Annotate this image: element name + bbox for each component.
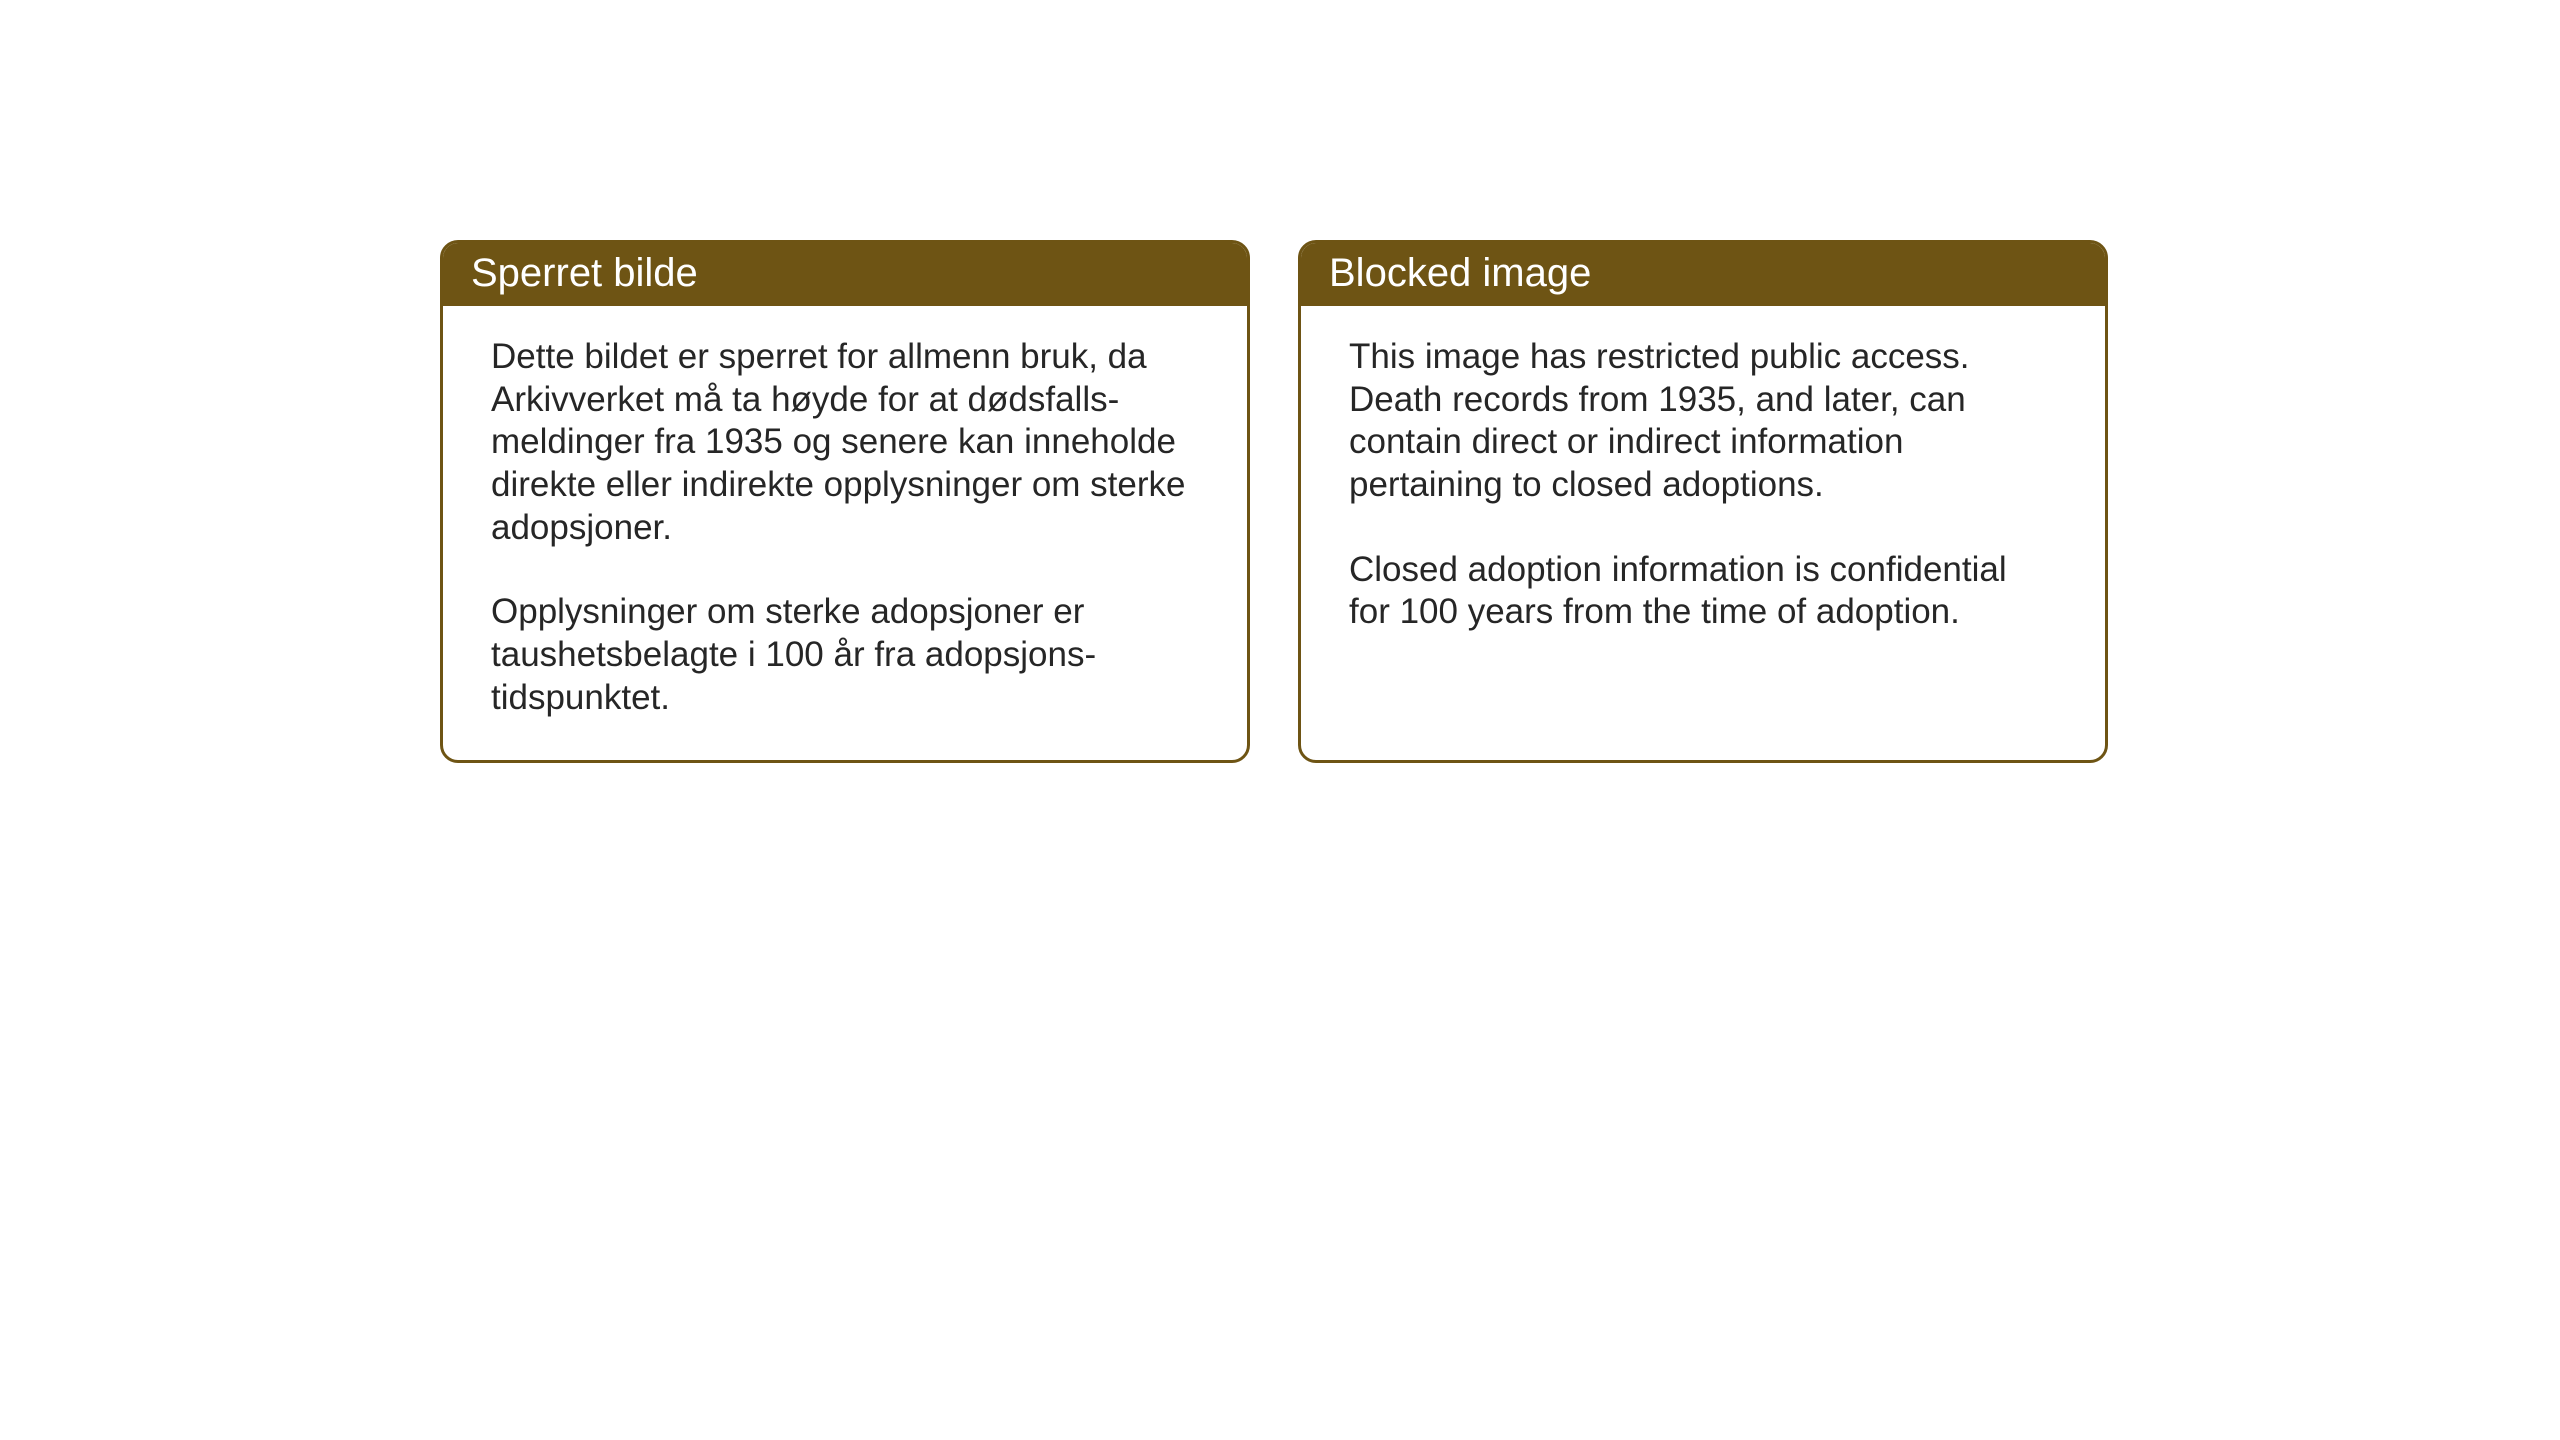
card-body-english: This image has restricted public access.… — [1301, 306, 2105, 674]
card-header-norwegian: Sperret bilde — [443, 243, 1247, 306]
card-paragraph: Opplysninger om sterke adopsjoner er tau… — [491, 591, 1199, 719]
card-norwegian: Sperret bilde Dette bildet er sperret fo… — [440, 240, 1250, 763]
card-title-english: Blocked image — [1329, 251, 1591, 295]
card-english: Blocked image This image has restricted … — [1298, 240, 2108, 763]
card-paragraph: This image has restricted public access.… — [1349, 336, 2057, 507]
card-body-norwegian: Dette bildet er sperret for allmenn bruk… — [443, 306, 1247, 760]
cards-container: Sperret bilde Dette bildet er sperret fo… — [440, 240, 2108, 763]
card-paragraph: Dette bildet er sperret for allmenn bruk… — [491, 336, 1199, 549]
card-header-english: Blocked image — [1301, 243, 2105, 306]
card-paragraph: Closed adoption information is confident… — [1349, 549, 2057, 634]
card-title-norwegian: Sperret bilde — [471, 251, 698, 295]
